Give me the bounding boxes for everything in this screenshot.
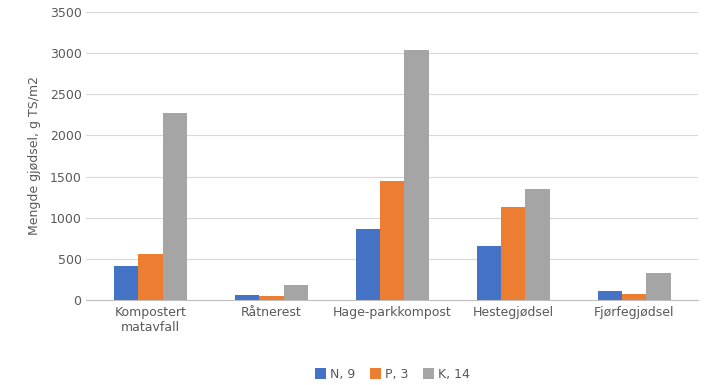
Bar [163,113,186,300]
Bar [138,254,163,300]
Bar [114,266,138,300]
Y-axis label: Mengde gjødsel, g TS/m2: Mengde gjødsel, g TS/m2 [28,77,41,235]
Bar [647,273,670,300]
Bar [356,229,380,300]
Bar [501,207,526,300]
Bar [526,189,549,300]
Bar [235,295,259,300]
Bar [405,50,428,300]
Legend: N, 9, P, 3, K, 14: N, 9, P, 3, K, 14 [310,363,475,385]
Bar [622,294,647,300]
Bar [477,246,501,300]
Bar [259,296,284,300]
Bar [598,291,622,300]
Bar [380,181,405,300]
Bar [284,285,307,300]
